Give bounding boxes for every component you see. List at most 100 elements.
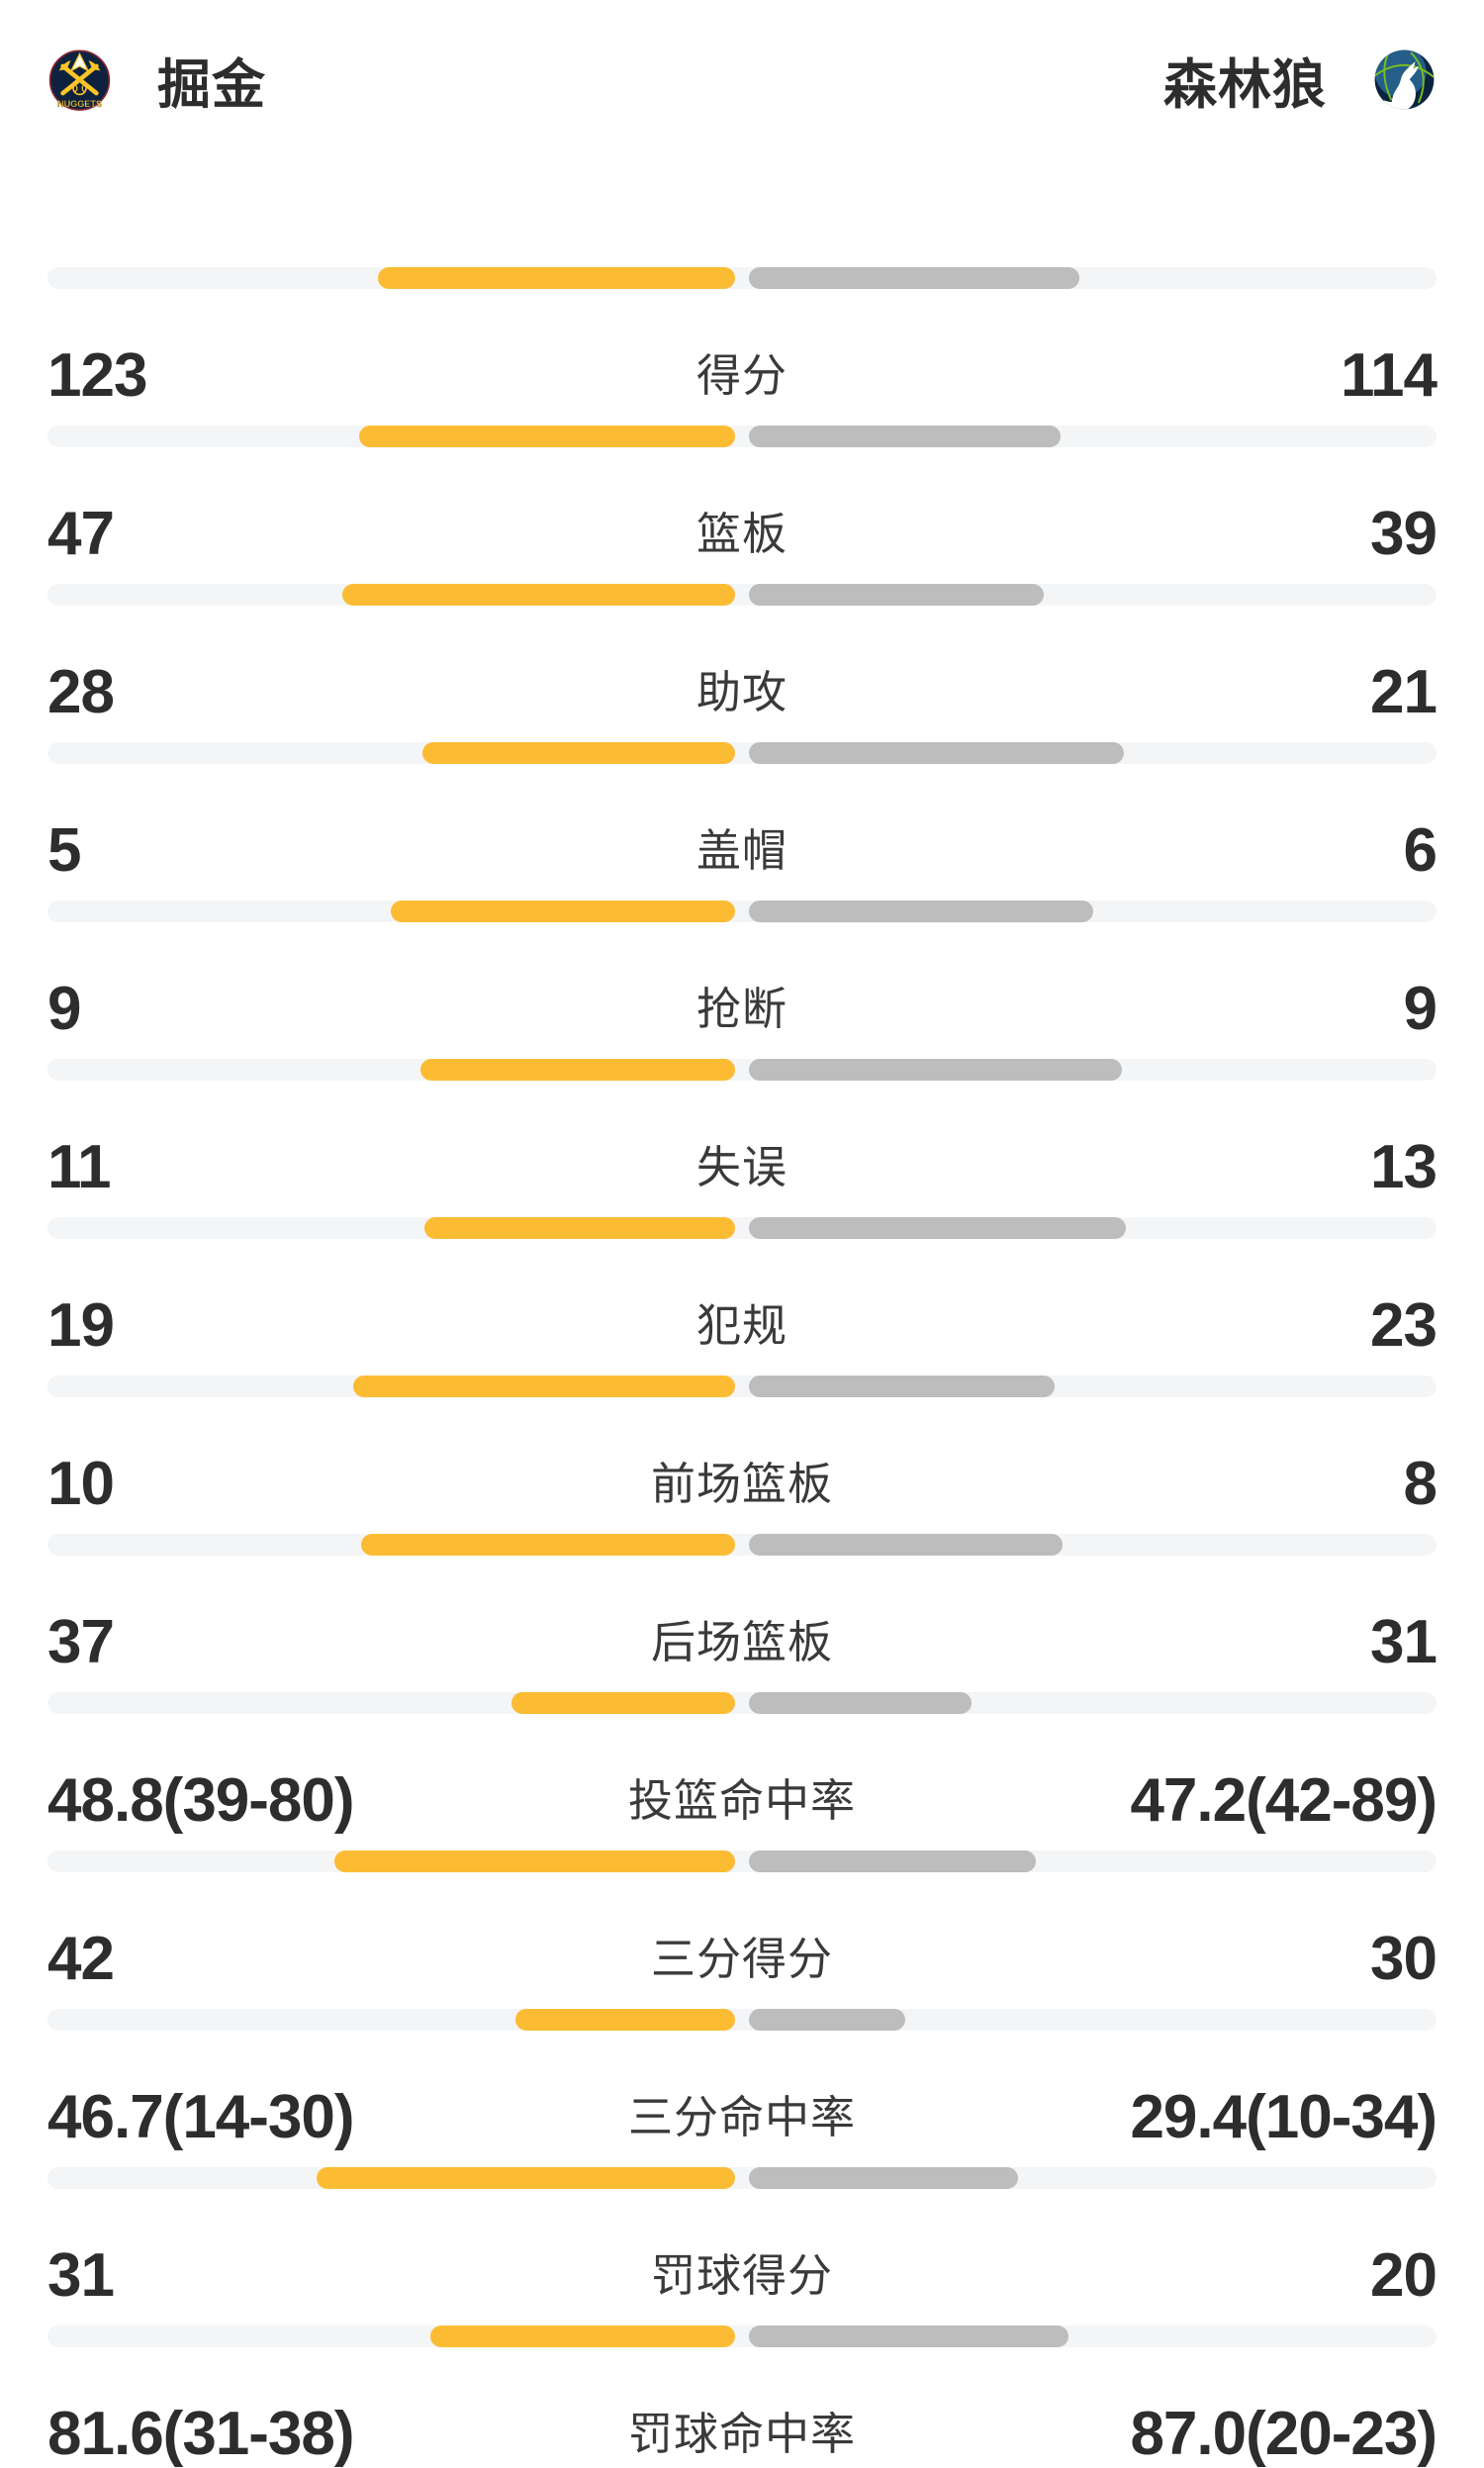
bar-track (47, 1692, 1437, 1714)
home-bar (359, 426, 735, 447)
home-bar (334, 1851, 735, 1872)
away-bar (749, 2326, 1068, 2347)
away-value: 47.2(42-89) (1130, 1766, 1438, 1835)
home-value: 5 (47, 816, 81, 885)
stat-label: 罚球得分 (650, 2250, 834, 2301)
stat-label: 三分得分 (650, 1934, 834, 1984)
stat-row: 28 助攻 21 (0, 475, 1484, 723)
stat-row: 47 篮板 39 (0, 317, 1484, 565)
stat-label: 篮板 (696, 509, 788, 559)
home-team-name: 掘金 (157, 54, 266, 115)
stat-label: 后场篮板 (650, 1617, 834, 1667)
stat-row: 31 罚球得分 20 (0, 2058, 1484, 2307)
stat-row: 9 抢断 9 (0, 792, 1484, 1040)
bar-track (47, 2167, 1437, 2189)
away-value: 39 (1370, 500, 1438, 568)
stat-row: 19 犯规 23 (0, 1108, 1484, 1357)
match-header: NUGGETS 掘金 森林狼 (0, 0, 1484, 158)
stat-label: 盖帽 (696, 825, 788, 876)
away-value: 30 (1370, 1925, 1438, 1993)
timberwolves-logo-icon (1374, 49, 1435, 109)
stat-label: 三分命中率 (627, 2092, 857, 2142)
nuggets-logo-icon: NUGGETS (48, 48, 111, 111)
home-bar (361, 1534, 735, 1556)
away-bar (749, 2009, 905, 2031)
stat-label: 抢断 (696, 984, 788, 1034)
away-bar (749, 1692, 972, 1714)
away-value: 20 (1370, 2241, 1438, 2310)
home-bar (422, 742, 735, 764)
home-bar (424, 1217, 735, 1239)
svg-text:NUGGETS: NUGGETS (57, 98, 102, 108)
bar-track (47, 1376, 1437, 1397)
away-value: 21 (1370, 658, 1438, 726)
home-bar (420, 1059, 735, 1081)
bar-track (47, 2326, 1437, 2347)
stat-label: 罚球命中率 (627, 2409, 857, 2459)
home-bar (430, 2326, 735, 2347)
bar-track (47, 742, 1437, 764)
bar-track (47, 1534, 1437, 1556)
away-bar (749, 1376, 1055, 1397)
away-team: 森林狼 (1163, 41, 1437, 119)
stat-label: 失误 (696, 1142, 788, 1192)
away-value: 6 (1403, 816, 1438, 885)
stat-row: 46.7(14-30) 三分命中率 29.4(10-34) (0, 1900, 1484, 2148)
stat-row: 48.8(39-80) 投篮命中率 47.2(42-89) (0, 1583, 1484, 1832)
home-bar (353, 1376, 735, 1397)
stat-label: 投篮命中率 (627, 1775, 857, 1826)
stat-label: 得分 (696, 350, 788, 401)
bar-track (47, 1217, 1437, 1239)
stat-row: 10 前场篮板 8 (0, 1267, 1484, 1515)
home-team: NUGGETS 掘金 (47, 41, 266, 119)
home-value: 48.8(39-80) (47, 1766, 355, 1835)
away-bar (749, 1851, 1036, 1872)
away-bar (749, 584, 1044, 606)
bar-track (47, 267, 1437, 289)
bar-track (47, 426, 1437, 447)
home-bar (342, 584, 735, 606)
bar-track (47, 2009, 1437, 2031)
home-value: 31 (47, 2241, 115, 2310)
home-value: 19 (47, 1291, 115, 1360)
stat-row: 123 得分 114 (0, 158, 1484, 407)
stat-row: 5 盖帽 6 (0, 633, 1484, 882)
away-bar (749, 1534, 1063, 1556)
home-bar (391, 901, 735, 922)
away-value: 8 (1403, 1450, 1438, 1518)
away-value: 87.0(20-23) (1130, 2400, 1438, 2468)
away-value: 9 (1403, 975, 1438, 1043)
stat-label: 犯规 (696, 1300, 788, 1351)
bar-track (47, 584, 1437, 606)
stat-row: 42 三分得分 30 (0, 1742, 1484, 1990)
away-bar (749, 1059, 1122, 1081)
stats-list: 123 得分 114 47 篮板 39 28 助攻 21 (0, 158, 1484, 2465)
home-bar (515, 2009, 735, 2031)
home-bar (511, 1692, 735, 1714)
stat-row: 37 后场篮板 31 (0, 1425, 1484, 1673)
home-value: 47 (47, 500, 115, 568)
away-team-name: 森林狼 (1163, 54, 1327, 115)
bar-track (47, 1851, 1437, 1872)
away-value: 31 (1370, 1608, 1438, 1676)
home-value: 28 (47, 658, 115, 726)
stat-row: 11 失误 13 (0, 950, 1484, 1198)
away-bar (749, 2167, 1018, 2189)
home-value: 10 (47, 1450, 115, 1518)
bar-track (47, 901, 1437, 922)
away-value: 13 (1370, 1133, 1438, 1201)
home-bar (378, 267, 735, 289)
home-value: 37 (47, 1608, 115, 1676)
away-value: 23 (1370, 1291, 1438, 1360)
stat-label: 前场篮板 (650, 1459, 834, 1509)
home-bar (317, 2167, 735, 2189)
home-value: 81.6(31-38) (47, 2400, 355, 2468)
away-bar (749, 901, 1093, 922)
home-value: 46.7(14-30) (47, 2083, 355, 2151)
away-bar (749, 267, 1079, 289)
stat-label: 助攻 (696, 667, 788, 717)
away-bar (749, 742, 1124, 764)
home-value: 9 (47, 975, 81, 1043)
stat-row: 81.6(31-38) 罚球命中率 87.0(20-23) (0, 2217, 1484, 2465)
away-value: 29.4(10-34) (1130, 2083, 1438, 2151)
